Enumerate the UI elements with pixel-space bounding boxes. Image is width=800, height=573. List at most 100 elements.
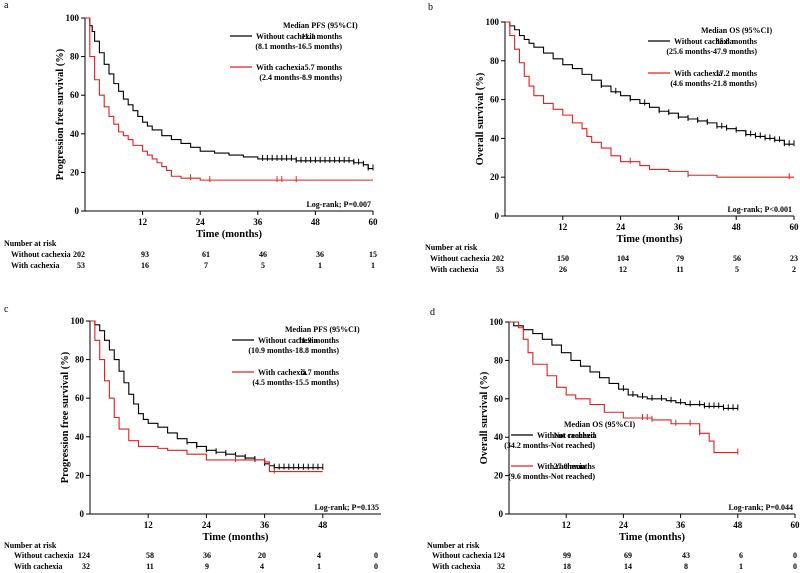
y-tick-label: 80 <box>70 52 80 62</box>
risk-count: 4 <box>260 562 264 571</box>
y-axis-label: Progression free survival (%) <box>55 48 66 180</box>
risk-count: 46 <box>259 250 267 259</box>
y-tick-label: 100 <box>66 13 80 23</box>
risk-count: 26 <box>559 265 567 274</box>
risk-count: 79 <box>676 254 684 263</box>
y-tick-label: 0 <box>75 206 80 216</box>
y-tick-label: 40 <box>494 432 504 442</box>
survival-curve-with <box>85 17 373 181</box>
risk-count: 0 <box>793 551 797 560</box>
x-axis-label: Time (months) <box>616 234 683 245</box>
km-panel-b: b 0 20 40 60 80 100 12 24 36 48 60 Time (months) Over… <box>425 2 799 274</box>
risk-table-title: Number at risk <box>4 239 57 248</box>
x-tick-label: 36 <box>253 217 263 227</box>
legend-title: Median PFS (95%CI) <box>285 325 360 334</box>
risk-count: 58 <box>146 551 154 560</box>
risk-count: 202 <box>73 250 85 259</box>
legend-ci: (34.2 months-Not reached) <box>504 441 595 450</box>
legend-series-name: Without cachexia <box>537 431 597 440</box>
risk-count: 1 <box>318 261 322 270</box>
x-tick-label: 12 <box>562 520 572 530</box>
legend-ci: (4.5 months-15.5 months) <box>252 378 339 387</box>
panel-letter: a <box>4 0 9 11</box>
risk-count: 9 <box>205 562 209 571</box>
y-tick-label: 20 <box>75 470 85 480</box>
legend-series-name: Without cachexia <box>674 37 734 46</box>
risk-count: 99 <box>563 551 571 560</box>
y-tick-label: 100 <box>486 17 500 27</box>
logrank-text: Log-rank; P=0.007 <box>306 200 371 209</box>
legend-series-name: With cachexia <box>674 69 723 78</box>
x-tick-label: 48 <box>311 217 321 227</box>
risk-count: 53 <box>496 265 504 274</box>
legend-median: 11.9 months <box>298 336 339 345</box>
risk-count: 11 <box>676 265 684 274</box>
legend-title: Median OS (95%CI) <box>701 26 772 35</box>
risk-table-title: Number at risk <box>4 541 57 550</box>
survival-curve-without <box>505 21 794 145</box>
risk-count: 16 <box>141 261 149 270</box>
risk-row-label: With cachexia <box>432 562 481 571</box>
x-tick-label: 24 <box>619 520 629 530</box>
risk-count: 124 <box>78 551 90 560</box>
x-tick-label: 24 <box>196 217 206 227</box>
x-axis-label: Time (months) <box>202 532 269 543</box>
risk-count: 202 <box>492 254 504 263</box>
y-tick-label: 0 <box>499 509 504 519</box>
risk-row-label: With cachexia <box>14 562 63 571</box>
risk-count: 43 <box>682 551 690 560</box>
risk-count: 61 <box>202 250 210 259</box>
y-tick-label: 0 <box>495 211 500 221</box>
legend-median: 35.8 months <box>716 37 757 46</box>
legend-median: 17.2 months <box>716 69 757 78</box>
legend-series-name: With cachexia <box>256 63 305 72</box>
risk-table-title: Number at risk <box>427 541 480 550</box>
y-tick-label: 60 <box>70 90 80 100</box>
risk-count: 1 <box>739 562 743 571</box>
x-tick-label: 48 <box>318 520 328 530</box>
panel-letter: d <box>430 307 435 318</box>
risk-count: 150 <box>557 254 569 263</box>
legend-series-name: With cachexia <box>258 368 307 377</box>
x-tick-label: 60 <box>790 222 800 232</box>
risk-count: 23 <box>790 254 798 263</box>
logrank-text: Log-rank; P=0.044 <box>728 503 793 512</box>
risk-count: 36 <box>203 551 211 560</box>
y-axis-label: Overall survival (%) <box>479 371 490 464</box>
panel-letter: b <box>428 2 433 13</box>
risk-row-label: With cachexia <box>11 261 60 270</box>
survival-curve-with <box>505 21 794 178</box>
legend-median: 11.1 months <box>301 32 342 41</box>
risk-row-label: Without cachexia <box>14 551 74 560</box>
risk-count: 11 <box>146 562 154 571</box>
y-tick-label: 60 <box>494 394 504 404</box>
risk-count: 12 <box>619 265 627 274</box>
y-axis-label: Progression free survival (%) <box>60 351 71 483</box>
legend-series-name: Without cachexia <box>258 336 318 345</box>
y-tick-label: 100 <box>490 317 504 327</box>
legend-ci: (9.6 months-Not reached) <box>508 472 595 481</box>
risk-count: 15 <box>369 250 377 259</box>
x-tick-label: 12 <box>144 520 154 530</box>
risk-row-label: Without cachexia <box>430 254 490 263</box>
risk-table-title: Number at risk <box>425 243 478 252</box>
risk-count: 14 <box>624 562 632 571</box>
risk-count: 124 <box>493 551 505 560</box>
survival-curve-with <box>509 321 738 454</box>
legend-title: Median PFS (95%CI) <box>283 21 358 30</box>
risk-count: 93 <box>141 250 149 259</box>
risk-count: 0 <box>793 562 797 571</box>
survival-curve-without <box>90 320 323 469</box>
y-tick-label: 0 <box>80 509 85 519</box>
logrank-text: Log-rank; P=0.135 <box>314 503 379 512</box>
x-axis-label: Time (months) <box>619 532 686 543</box>
y-tick-label: 40 <box>490 133 500 143</box>
legend-median: Not reached <box>554 431 596 440</box>
risk-count: 53 <box>77 261 85 270</box>
x-tick-label: 24 <box>616 222 626 232</box>
y-tick-label: 60 <box>490 95 500 105</box>
y-tick-label: 40 <box>70 129 80 139</box>
risk-count: 104 <box>617 254 629 263</box>
